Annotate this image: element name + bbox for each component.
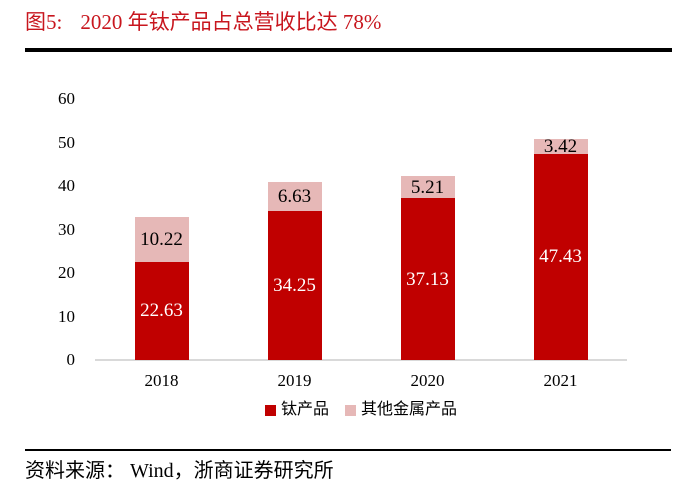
bar-segment-titanium: 37.13 [400, 198, 455, 360]
figure-number-label: 图5: [25, 10, 63, 34]
legend-item-other-metal: 其他金属产品 [345, 400, 457, 420]
top-divider [25, 48, 672, 52]
bar-segment-other-metal: 3.42 [533, 135, 588, 157]
legend-swatch-titanium [264, 404, 276, 416]
data-label: 6.63 [277, 186, 312, 208]
data-label: 47.43 [539, 246, 582, 268]
data-label: 37.13 [406, 268, 449, 290]
legend-swatch-other-metal [345, 404, 356, 416]
x-axis-tick-label: 2021 [543, 371, 578, 390]
y-axis-tick-label: 50 [58, 132, 75, 152]
source-text: 资料来源： Wind，浙商证券研究所 [25, 460, 334, 482]
y-axis-tick-label: 20 [58, 263, 75, 282]
figure-title: 2020 年钛产品占总营收比达 78% [80, 10, 382, 34]
y-axis-tick-label: 40 [58, 176, 75, 195]
y-axis-tick-label: 0 [66, 350, 76, 369]
chart-legend: 钛产品 其他金属产品 [95, 400, 627, 420]
data-label: 22.63 [140, 300, 183, 322]
bar-segment-titanium: 22.63 [134, 261, 189, 360]
x-axis-tick-label: 2020 [410, 371, 445, 390]
data-label: 10.22 [140, 228, 183, 250]
data-label: 5.21 [410, 176, 445, 198]
bar-segment-other-metal: 5.21 [400, 175, 455, 199]
bottom-divider [25, 449, 671, 451]
x-axis-line [95, 359, 627, 361]
bar-segment-titanium: 47.43 [533, 153, 588, 360]
bar-segment-other-metal: 10.22 [134, 217, 189, 262]
y-axis-tick-label: 10 [58, 306, 75, 326]
data-label: 34.25 [273, 274, 316, 296]
legend-label: 其他金属产品 [361, 401, 458, 418]
x-axis-tick-label: 2019 [277, 371, 312, 390]
x-axis-tick-label: 2018 [144, 371, 179, 390]
bar-segment-other-metal: 6.63 [267, 182, 322, 211]
y-axis-tick-label: 60 [58, 89, 75, 108]
legend-label: 钛产品 [280, 401, 329, 418]
y-axis-tick-label: 30 [58, 219, 75, 239]
legend-item-titanium: 钛产品 [264, 400, 329, 420]
bar-segment-titanium: 34.25 [267, 211, 322, 360]
figure-title-row: 图5: 2020 年钛产品占总营收比达 78% [25, 8, 381, 36]
data-label: 3.42 [543, 135, 578, 157]
